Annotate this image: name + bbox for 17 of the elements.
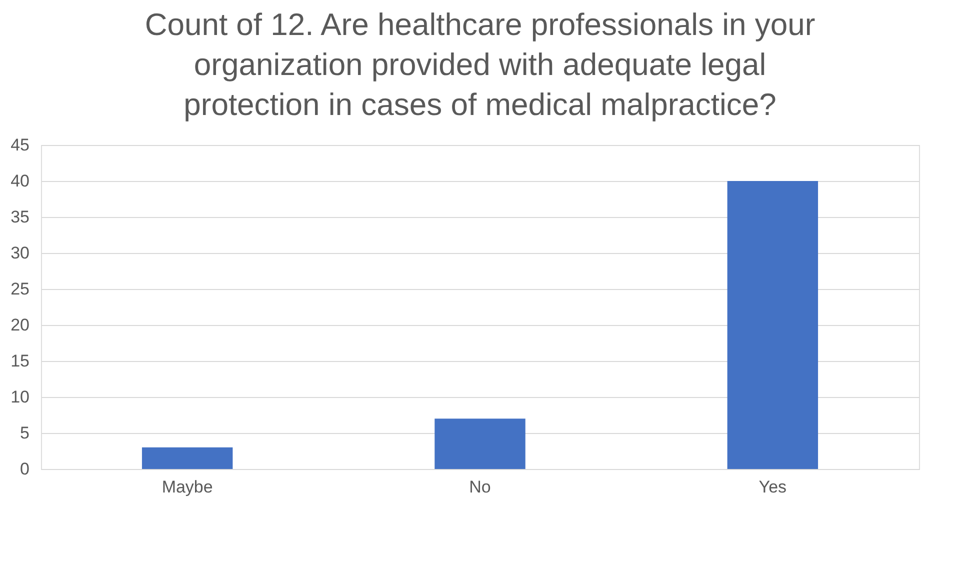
bar	[727, 181, 818, 469]
x-tick-label: No	[469, 478, 491, 496]
bar	[434, 418, 526, 469]
y-tick-label: 35	[10, 208, 30, 226]
x-tick-label: Yes	[758, 478, 787, 496]
y-tick-label: 25	[10, 280, 30, 298]
chart-title: Count of 12. Are healthcare professionals in your organization provided with adequate legal protection in cases of medical malpractice?	[144, 7, 816, 122]
y-tick-label: 5	[20, 424, 30, 442]
y-tick-label: 15	[10, 352, 30, 370]
bar	[142, 447, 233, 469]
y-tick-label: 0	[20, 460, 30, 478]
y-tick-label: 10	[10, 388, 30, 406]
y-tick-label: 20	[10, 316, 30, 334]
y-tick-label: 30	[10, 244, 30, 262]
y-tick-label: 40	[10, 172, 30, 190]
x-tick-label: Maybe	[162, 478, 213, 496]
y-tick-label: 45	[10, 136, 30, 154]
